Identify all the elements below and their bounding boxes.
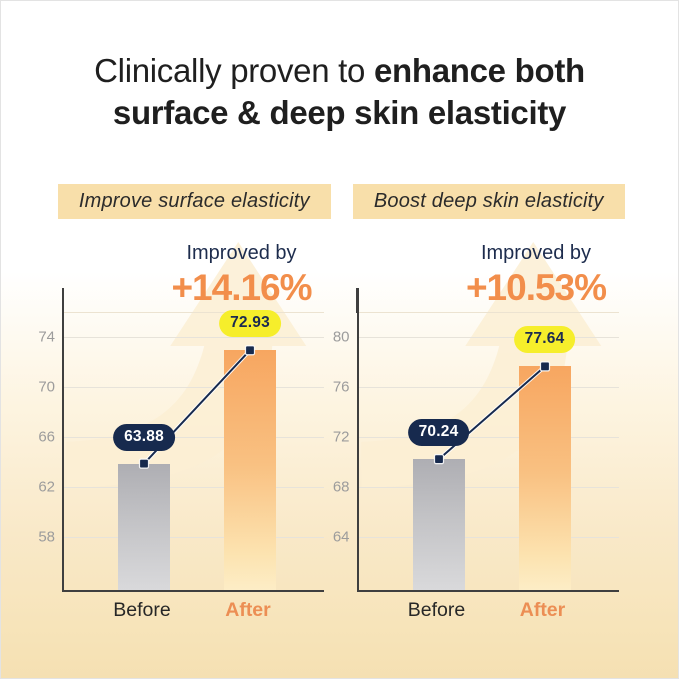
gridline	[358, 537, 619, 539]
bar-after	[518, 366, 571, 590]
improvement-callout-deep: Improved by +10.53%	[441, 242, 631, 309]
y-axis-line	[61, 288, 64, 313]
value-label-pill-before: 63.88	[113, 423, 175, 451]
title-regular-text: Clinically proven to	[94, 52, 374, 89]
gridline	[64, 437, 324, 439]
x-label-after: After	[225, 599, 271, 621]
value-label-pill-after: 72.93	[219, 310, 281, 338]
page-title: Clinically proven to enhance both surfac…	[20, 50, 659, 134]
y-tick-label: 72	[332, 428, 350, 446]
y-tick-label: 62	[38, 478, 55, 496]
upward-arrow-icon	[66, 242, 307, 488]
gridline	[64, 336, 324, 338]
bar-chart-deep: 64 68 72 76 80 70.24 77.64 Before After	[333, 288, 619, 627]
plot-area: 58 62 66 70 74 63.88 72.93	[38, 288, 324, 592]
improved-by-label: Improved by	[186, 242, 297, 264]
gridline	[64, 537, 324, 539]
gridline	[358, 336, 619, 338]
connector-overlay	[138, 345, 256, 469]
panel-body-deep: Improved by +10.53% 64 68 72 76 80 70.24 77.64…	[333, 236, 626, 640]
x-label-before: Before	[113, 599, 171, 621]
title-bold-line2: surface & deep skin elasticity	[112, 94, 567, 131]
panel-header-deep: Boost deep skin elasticity	[352, 184, 625, 219]
connector-overlay	[433, 361, 550, 465]
upward-arrow-icon	[360, 242, 601, 488]
value-label-pill-after: 77.64	[513, 326, 576, 354]
y-axis-line	[356, 288, 359, 313]
y-tick-label: 76	[332, 378, 350, 396]
marker-before	[138, 458, 150, 469]
y-tick-label: 66	[38, 428, 55, 446]
gridline	[64, 487, 324, 489]
marker-after	[539, 361, 550, 372]
panel-header-surface: Improve surface elasticity	[58, 184, 331, 219]
improvement-percentage: +14.16%	[171, 267, 312, 308]
improvement-callout-surface: Improved by +14.16%	[147, 242, 337, 309]
y-tick-label: 68	[332, 478, 350, 496]
panel-deep-elasticity: Boost deep skin elasticity Improved by +…	[333, 184, 626, 640]
marker-before	[433, 454, 444, 465]
bar-before	[412, 459, 465, 590]
y-tick-label: 58	[38, 528, 55, 546]
improvement-percentage: +10.53%	[465, 267, 607, 308]
gridline	[358, 437, 619, 439]
improved-by-label: Improved by	[480, 242, 592, 264]
panels-row: Improve surface elasticity Improved by +…	[38, 184, 626, 640]
title-bold-line1: enhance both	[373, 52, 585, 89]
gridline	[358, 386, 619, 388]
panel-body-surface: Improved by +14.16% 58 62 66 70 74 63.88 72.93…	[38, 236, 331, 640]
x-label-before: Before	[407, 599, 466, 621]
gridline	[358, 487, 619, 489]
bar-after	[224, 350, 276, 590]
marker-after	[244, 345, 256, 356]
panel-surface-elasticity: Improve surface elasticity Improved by +…	[38, 184, 331, 640]
x-axis-labels: Before After	[62, 599, 322, 627]
bar-before	[118, 463, 170, 590]
value-label-pill-before: 70.24	[407, 419, 470, 447]
bar-chart-surface: 58 62 66 70 74 63.88 72.93 Before After	[38, 288, 324, 627]
plot-area: 64 68 72 76 80 70.24 77.64	[333, 288, 619, 592]
y-tick-label: 70	[38, 378, 55, 396]
y-tick-label: 64	[332, 528, 350, 546]
x-label-after: After	[519, 599, 566, 621]
x-axis-labels: Before After	[357, 599, 617, 627]
y-tick-label: 74	[38, 328, 55, 346]
y-tick-label: 80	[332, 328, 350, 346]
gridline	[64, 386, 324, 388]
